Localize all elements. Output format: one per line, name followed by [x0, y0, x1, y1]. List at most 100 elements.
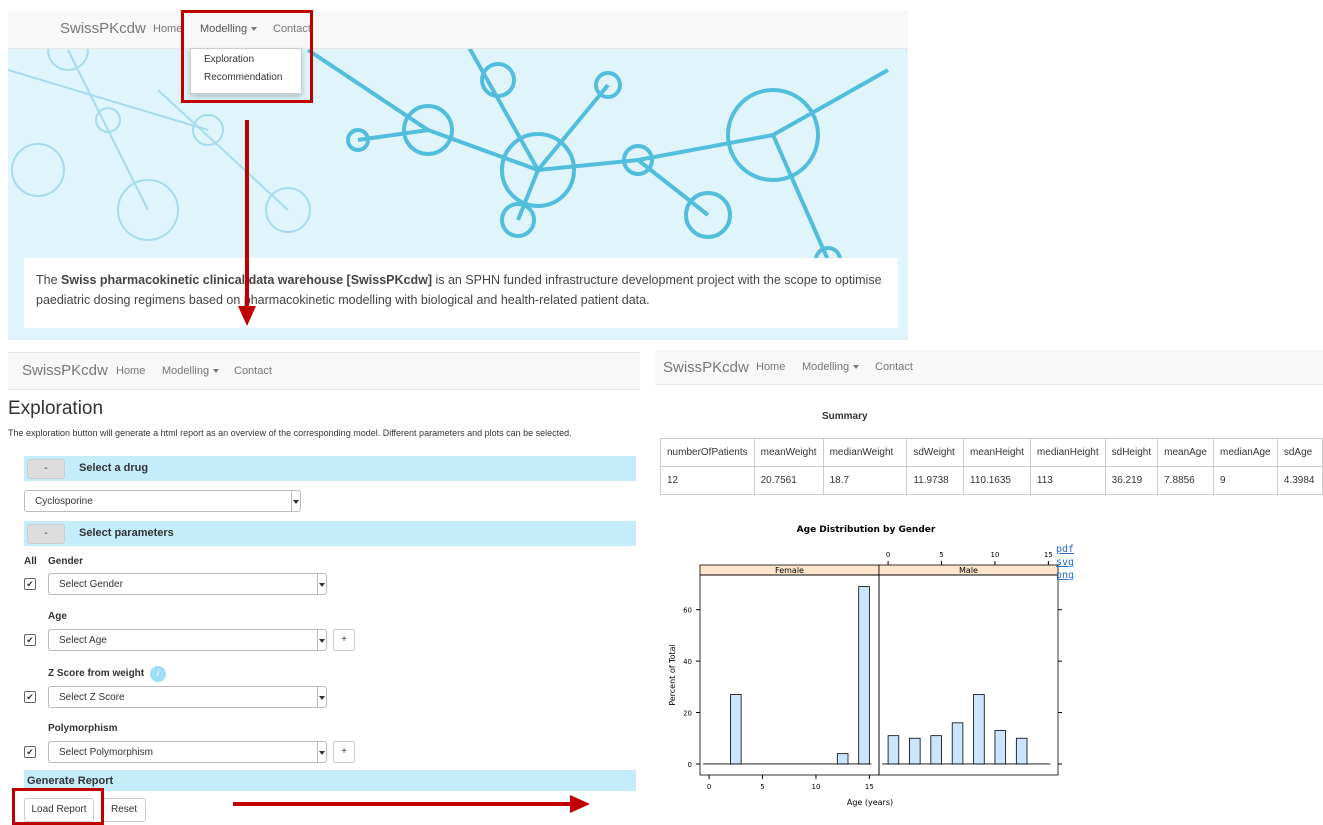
table-cell: 20.7561 — [753, 466, 824, 495]
histogram-bar — [930, 735, 942, 765]
histogram: Age Distribution by Gender Percent of Tot… — [668, 525, 1062, 807]
histogram-bar — [994, 730, 1007, 765]
nav-link[interactable]: Home — [153, 23, 183, 35]
strip-label: Female — [775, 566, 804, 575]
nav-link-text: Modelling — [162, 365, 210, 377]
select-placeholder: Select Polymorphism — [59, 747, 153, 758]
brand[interactable]: SwissPKcdw — [22, 362, 108, 379]
histogram-bar — [951, 722, 964, 765]
nav-link-text: Modelling — [802, 361, 850, 373]
dropdown-item[interactable]: Exploration — [204, 54, 255, 65]
nav-link[interactable]: Home — [116, 365, 146, 377]
reset-button[interactable]: Reset — [102, 798, 146, 822]
brand[interactable]: SwissPKcdw — [663, 359, 749, 376]
x-tick-label: 5 — [760, 783, 764, 791]
strip-label: Male — [959, 566, 978, 575]
checkbox[interactable]: ✔ — [24, 746, 36, 758]
intro-lead: The — [36, 273, 62, 287]
histogram-bar — [730, 694, 742, 765]
table-row: 12 20.7561 18.7 11.9738 110.1635 113 36.219 7.8… — [660, 466, 1323, 495]
checkbox[interactable]: ✔ — [24, 691, 36, 703]
table-header-cell: sdAge — [1276, 438, 1323, 467]
table-cell: 11.9738 — [906, 466, 964, 495]
caret — [213, 369, 220, 374]
table-cell: 18.7 — [822, 466, 908, 495]
download-link[interactable]: png — [1056, 570, 1075, 581]
dropdown-item[interactable]: Recommendation — [204, 72, 283, 83]
param-label: Polymorphism — [48, 723, 118, 734]
nav-link[interactable]: Contact — [273, 23, 311, 35]
param-label: Z Score from weight — [48, 668, 145, 679]
collapse-button[interactable]: - — [27, 459, 65, 479]
histogram-bar — [909, 737, 921, 765]
checkbox[interactable]: ✔ — [24, 578, 36, 590]
navbar — [655, 350, 1323, 385]
download-link[interactable]: pdf — [1056, 544, 1075, 555]
page-title: Exploration — [8, 398, 104, 419]
section-title: Select a drug — [79, 462, 149, 474]
drug-select[interactable]: Cyclosporine — [24, 490, 301, 512]
nav-link-text: Modelling — [200, 23, 248, 35]
histogram-bar — [858, 586, 870, 765]
summary-title: Summary — [822, 411, 868, 422]
param-select[interactable]: Select Z Score — [48, 686, 327, 708]
param-select[interactable]: Select Polymorphism — [48, 741, 327, 763]
select-value: Cyclosporine — [35, 496, 93, 507]
table-header-cell: sdWeight — [906, 438, 964, 467]
download-link[interactable]: svg — [1056, 557, 1075, 568]
table-header-cell: medianHeight — [1029, 438, 1106, 467]
select-placeholder: Select Gender — [59, 579, 123, 590]
add-button[interactable]: + — [333, 629, 355, 651]
navbar — [8, 352, 640, 390]
intro-rest: is an SPHN funded infrastructure develop… — [36, 273, 882, 307]
nav-link[interactable]: Modelling — [802, 361, 860, 373]
all-label: All — [24, 556, 37, 567]
table-header-cell: medianAge — [1213, 438, 1278, 467]
navbar — [8, 10, 908, 49]
param-select[interactable]: Select Age — [48, 629, 327, 651]
checkbox[interactable]: ✔ — [24, 634, 36, 646]
table-cell: 36.219 — [1104, 466, 1159, 495]
load-button[interactable]: Load Report — [24, 798, 94, 822]
table-header-row: numberOfPatients meanWeight medianWeight sd… — [660, 438, 1323, 467]
y-tick-label: 40 — [683, 658, 692, 666]
param-select[interactable]: Select Gender — [48, 573, 327, 595]
table-cell: 113 — [1029, 466, 1106, 495]
x-tick-label: 15 — [1044, 551, 1053, 559]
x-axis-label: Age (years) — [847, 798, 893, 807]
add-button[interactable]: + — [333, 741, 355, 763]
x-tick-label: 10 — [990, 551, 999, 559]
table-cell: 110.1635 — [963, 466, 1031, 495]
nav-link[interactable]: Home — [756, 361, 786, 373]
summary-table: numberOfPatients meanWeight medianWeight sd… — [660, 438, 1323, 495]
nav-link[interactable]: Contact — [234, 365, 272, 377]
table-header-cell: meanHeight — [963, 438, 1031, 467]
x-tick-label: 5 — [939, 551, 943, 559]
table-header-cell: meanAge — [1157, 438, 1215, 467]
highlight-box — [12, 788, 104, 825]
x-tick-label: 0 — [886, 551, 890, 559]
param-label: Gender — [48, 556, 84, 567]
collapse-button[interactable]: - — [27, 524, 65, 544]
y-tick-label: 0 — [688, 761, 692, 769]
section-bar — [24, 456, 636, 481]
table-header-cell: numberOfPatients — [660, 438, 755, 467]
table-cell: 4.3984 — [1276, 466, 1323, 495]
section-bar — [24, 770, 636, 791]
param-label: Age — [48, 611, 67, 622]
caret — [251, 27, 258, 32]
select-placeholder: Select Age — [59, 635, 107, 646]
chart-title: Age Distribution by Gender — [797, 525, 936, 535]
y-axis-label: Percent of Total — [668, 644, 677, 706]
table-cell: 12 — [660, 466, 755, 495]
brand[interactable]: SwissPKcdw — [60, 20, 146, 37]
nav-link[interactable]: Contact — [875, 361, 913, 373]
nav-link[interactable]: Modelling — [200, 23, 258, 35]
x-tick-label: 15 — [865, 783, 874, 791]
intro-text: The Swiss pharmacokinetic clinical data … — [24, 258, 898, 328]
nav-link[interactable]: Modelling — [162, 365, 220, 377]
intro-bold: Swiss pharmacokinetic clinical data ware… — [61, 273, 432, 287]
table-header-cell: sdHeight — [1104, 438, 1159, 467]
x-tick-label: 0 — [707, 783, 711, 791]
